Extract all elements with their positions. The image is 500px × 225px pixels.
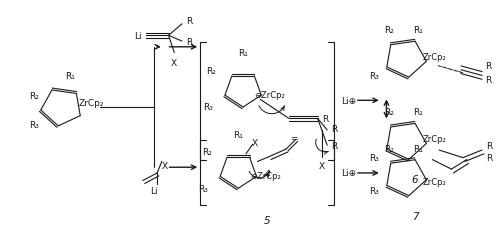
- Text: 6: 6: [412, 174, 418, 184]
- Text: =: =: [290, 133, 298, 152]
- Text: R₂: R₂: [384, 108, 394, 117]
- Text: R₃: R₃: [369, 186, 379, 195]
- Text: R₂: R₂: [206, 67, 216, 76]
- Text: R₂: R₂: [384, 144, 394, 153]
- Text: R₁: R₁: [238, 49, 248, 58]
- Text: Li: Li: [134, 32, 142, 41]
- Text: R₃: R₃: [198, 184, 207, 193]
- Text: 7: 7: [412, 211, 418, 221]
- Text: R: R: [331, 124, 338, 133]
- Text: R: R: [486, 153, 492, 162]
- Text: R₁: R₁: [66, 72, 75, 81]
- Text: Li⊕: Li⊕: [342, 169, 356, 178]
- Text: R₃: R₃: [369, 153, 379, 162]
- Text: X: X: [252, 138, 258, 147]
- Text: 5: 5: [264, 215, 270, 225]
- Text: R₂: R₂: [28, 92, 38, 101]
- Text: R₃: R₃: [28, 120, 38, 129]
- Text: R₃: R₃: [202, 103, 212, 112]
- Text: ⊖ZrCp₂: ⊖ZrCp₂: [250, 171, 280, 180]
- Text: R: R: [485, 62, 491, 71]
- Text: ZrCp₂: ZrCp₂: [78, 98, 104, 107]
- Text: X: X: [162, 161, 168, 170]
- Text: ZrCp₂: ZrCp₂: [423, 135, 446, 143]
- Text: ZrCp₂: ZrCp₂: [423, 53, 446, 62]
- Text: R₂: R₂: [384, 26, 394, 35]
- Text: R₁: R₁: [413, 144, 423, 153]
- Text: Li: Li: [150, 187, 158, 196]
- Text: R: R: [486, 141, 492, 150]
- Text: Li⊕: Li⊕: [342, 96, 356, 105]
- Text: R: R: [322, 115, 328, 124]
- Text: R: R: [485, 75, 491, 84]
- Text: R: R: [331, 141, 338, 150]
- Text: ZrCp₂: ZrCp₂: [423, 177, 446, 186]
- Text: ⊖ZrCp₂: ⊖ZrCp₂: [254, 91, 286, 100]
- Text: R₂: R₂: [202, 148, 211, 157]
- Text: R: R: [186, 37, 192, 46]
- Text: R₁: R₁: [234, 130, 243, 139]
- Text: R₁: R₁: [413, 108, 423, 117]
- Text: 4: 4: [264, 169, 270, 179]
- Text: X: X: [318, 161, 324, 170]
- Text: X: X: [170, 59, 176, 68]
- Text: R₃: R₃: [369, 72, 379, 81]
- Text: R₁: R₁: [413, 26, 423, 35]
- Text: R: R: [186, 16, 192, 25]
